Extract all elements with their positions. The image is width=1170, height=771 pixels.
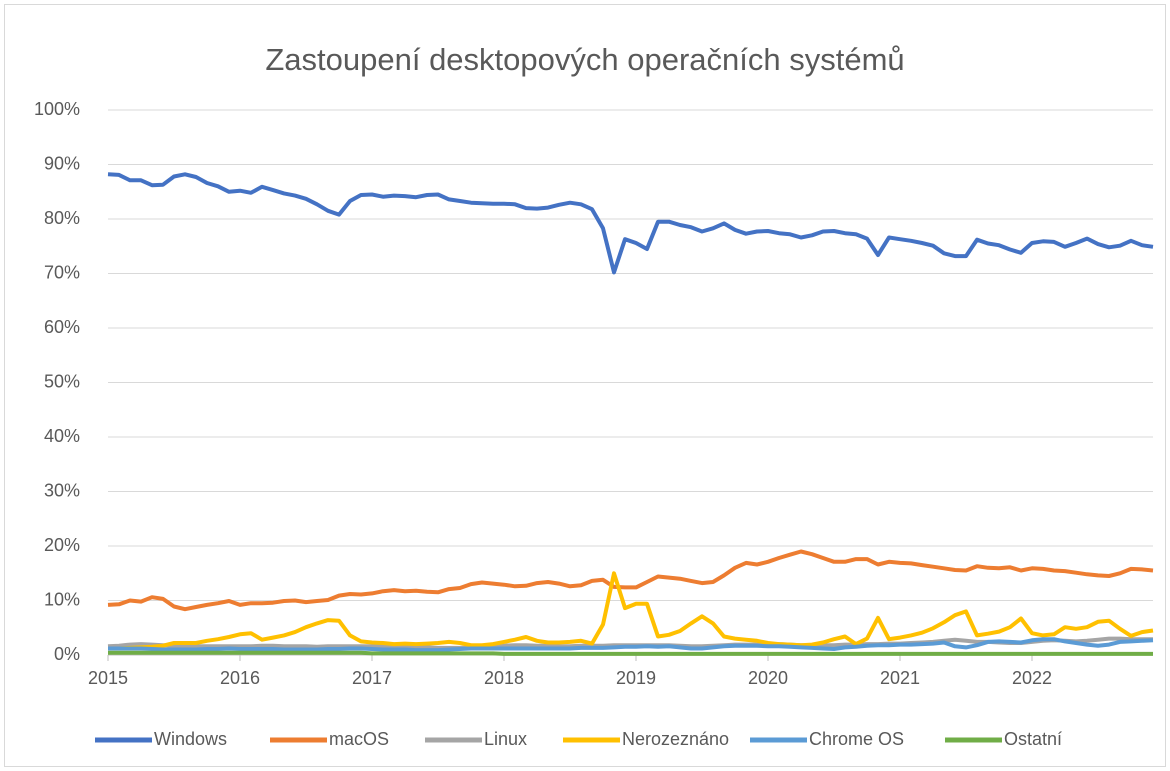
x-tick-label: 2022: [1012, 668, 1052, 688]
y-tick-label: 10%: [44, 589, 80, 609]
x-tick-label: 2019: [616, 668, 656, 688]
chart-title: Zastoupení desktopových operačních systé…: [265, 42, 904, 77]
series-line: [108, 650, 1153, 656]
x-tick-label: 2015: [88, 668, 128, 688]
legend-label: macOS: [329, 729, 389, 749]
y-tick-label: 90%: [44, 153, 80, 173]
legend-label: Chrome OS: [809, 729, 904, 749]
series-line: [108, 571, 1154, 651]
legend-label: Windows: [154, 729, 227, 749]
y-tick-label: 40%: [44, 426, 80, 446]
x-tick-label: 2020: [748, 668, 788, 688]
y-tick-label: 30%: [44, 480, 80, 500]
y-tick-label: 20%: [44, 535, 80, 555]
x-tick-label: 2018: [484, 668, 524, 688]
series-line: [107, 172, 1154, 275]
series-line: [107, 549, 1154, 612]
x-tick-label: 2021: [880, 668, 920, 688]
series-line: [108, 637, 1154, 653]
y-tick-label: 0%: [54, 644, 80, 664]
legend-label: Ostatní: [1004, 729, 1062, 749]
y-tick-label: 80%: [44, 208, 80, 228]
y-tick-label: 70%: [44, 262, 80, 282]
legend-label: Nerozeznáno: [622, 729, 729, 749]
y-tick-label: 100%: [34, 99, 80, 119]
x-tick-label: 2017: [352, 668, 392, 688]
x-tick-label: 2016: [220, 668, 260, 688]
y-tick-label: 50%: [44, 371, 80, 391]
legend-label: Linux: [484, 729, 527, 749]
y-tick-label: 60%: [44, 317, 80, 337]
